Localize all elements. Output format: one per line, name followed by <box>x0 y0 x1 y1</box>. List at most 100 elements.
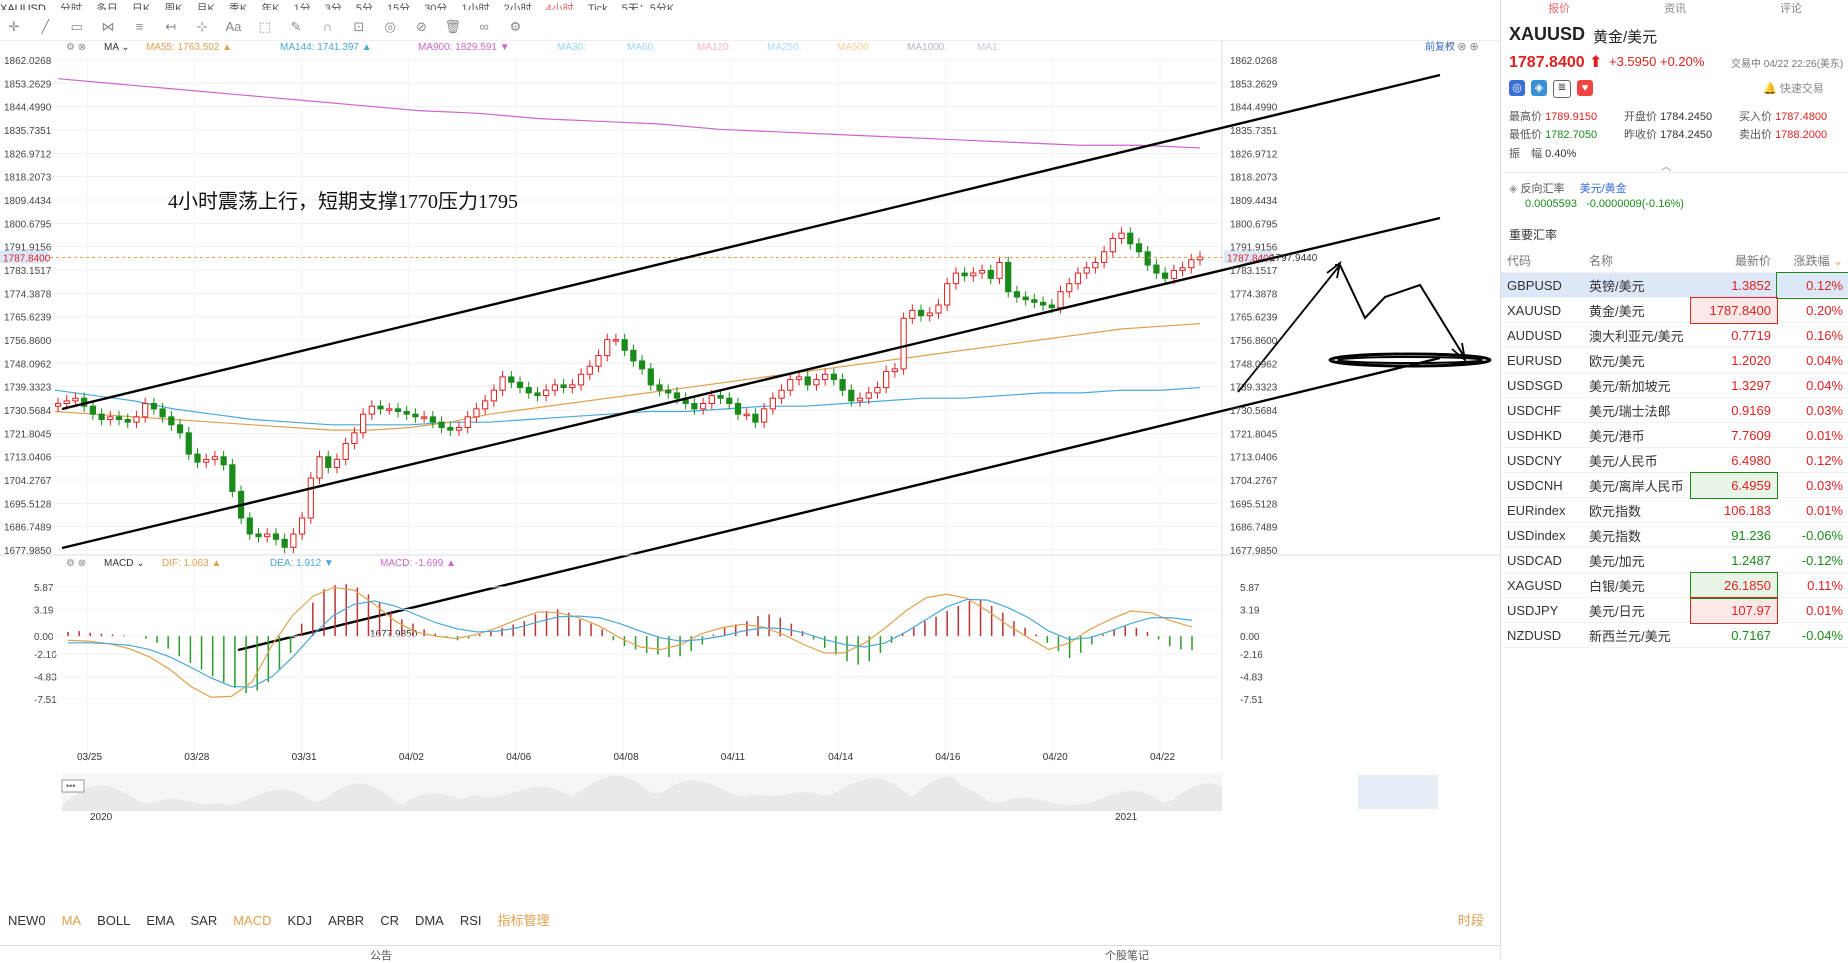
period-5[interactable]: 季K <box>228 3 248 10</box>
indicator-指标管理[interactable]: 指标管理 <box>497 913 550 928</box>
magnet-icon[interactable]: ∩ <box>322 19 333 34</box>
rate-row[interactable]: USDCAD 美元/加元 1.2487 -0.12% <box>1501 547 1848 573</box>
quick-trade[interactable]: 🔔 快速交易 <box>1763 83 1824 95</box>
period-15[interactable]: Tick <box>587 3 608 10</box>
indicator-sar[interactable]: SAR <box>190 913 218 928</box>
candle-body <box>743 413 750 417</box>
indicator-ma[interactable]: MA <box>61 913 82 928</box>
rate-row[interactable]: USDJPY 美元/日元 107.97 0.01% <box>1501 596 1848 624</box>
period-14[interactable]: 4小时 <box>545 3 574 10</box>
candle-body <box>482 400 489 410</box>
candle-body <box>1135 243 1143 253</box>
indicator-dma[interactable]: DMA <box>414 913 444 928</box>
indicator-new0[interactable]: NEW0 <box>8 913 46 928</box>
indicator-arbr[interactable]: ARBR <box>328 913 365 928</box>
rate-row[interactable]: USDCHF 美元/瑞士法郎 0.9169 0.03% <box>1501 397 1848 423</box>
crosshair-icon[interactable]: ✛ <box>8 19 20 34</box>
fork-icon[interactable]: ⋈ <box>101 19 115 34</box>
tab-quote[interactable]: 报价 <box>1548 3 1570 15</box>
rate-row[interactable]: XAGUSD 白银/美元 26.1850 0.11% <box>1501 571 1848 599</box>
tab-comments[interactable]: 评论 <box>1780 3 1802 15</box>
arrow-icon[interactable]: ↤ <box>165 19 177 34</box>
link-icon[interactable]: ∞ <box>479 19 489 34</box>
rate-row[interactable]: EURUSD 欧元/美元 1.2020 0.04% <box>1501 347 1848 373</box>
candle-body <box>211 456 219 460</box>
period-13[interactable]: 2小时 <box>503 3 532 10</box>
rate-row[interactable]: USDSGD 美元/新加坡元 1.3297 0.04% <box>1501 372 1848 398</box>
period-2[interactable]: 日K <box>131 3 151 10</box>
indicator-ema[interactable]: EMA <box>146 913 175 928</box>
indicator-rsi[interactable]: RSI <box>459 913 482 928</box>
settings-icon[interactable]: ⚙ <box>509 19 522 34</box>
period-9[interactable]: 5分 <box>355 3 373 10</box>
period-1[interactable]: 多日 <box>95 3 118 10</box>
macd-tick-right: 3.19 <box>1240 605 1260 616</box>
y-tick-left: 1826.9712 <box>4 149 52 160</box>
rate-pct: -0.06% <box>1776 522 1848 548</box>
candle-body <box>848 389 855 402</box>
rate-row[interactable]: NZDUSD 新西兰元/美元 0.7167 -0.04% <box>1501 622 1848 648</box>
ma144-legend: MA144: 1741.397 ▲ <box>280 42 372 53</box>
col-pct[interactable]: 涨跌幅 ⌄ <box>1776 248 1848 273</box>
fib-icon[interactable]: ≡ <box>135 19 144 34</box>
globe-icon[interactable]: ◎ <box>1509 80 1525 96</box>
collapse-icon[interactable]: ︿ <box>1661 162 1671 173</box>
candle-body <box>63 400 70 405</box>
tab-news[interactable]: 资讯 <box>1664 3 1686 15</box>
period-6[interactable]: 年K <box>261 3 280 10</box>
indicator-boll[interactable]: BOLL <box>97 913 131 928</box>
period-16[interactable]: 5天：5分K <box>621 3 675 10</box>
rate-row[interactable]: USDCNH 美元/离岸人民币 6.4959 0.03% <box>1501 471 1848 499</box>
trash-icon[interactable]: 🗑 <box>444 19 462 34</box>
pen-icon[interactable]: ✎ <box>290 19 302 34</box>
period-4[interactable]: 月K <box>196 3 215 10</box>
price-tag-left-bg <box>0 250 48 264</box>
rate-row[interactable]: USDCNY 美元/人民币 6.4980 0.12% <box>1501 447 1848 473</box>
announcement-tab[interactable]: 公告 <box>370 950 392 962</box>
notes-tab[interactable]: 个股笔记 <box>1105 950 1149 962</box>
ma900-line <box>57 78 1201 149</box>
dif-legend: DIF: 1.063 ▲ <box>162 558 221 569</box>
macd-tick-right: -4.83 <box>1240 673 1263 684</box>
y-tick-right: 1774.3878 <box>1230 289 1278 300</box>
period-toggle[interactable]: 时段 <box>1457 913 1484 928</box>
indicator-kdj[interactable]: KDJ <box>287 913 313 928</box>
support-ellipse-inner <box>1337 356 1483 364</box>
rate-row[interactable]: GBPUSD 英镑/美元 1.3852 0.12% <box>1501 271 1848 299</box>
macd-tick-left: 5.87 <box>34 583 54 594</box>
period-10[interactable]: 15分 <box>386 3 411 10</box>
hide-icon[interactable]: ⊘ <box>416 19 427 34</box>
indicator-macd[interactable]: MACD <box>233 913 272 928</box>
candle-body <box>342 442 349 460</box>
period-11[interactable]: 30分 <box>424 3 448 10</box>
tag-icon[interactable]: ◈ <box>1531 80 1547 96</box>
indicator-cr[interactable]: CR <box>380 913 399 928</box>
col-price[interactable]: 最新价 <box>1690 248 1777 273</box>
heart-icon[interactable]: ♥ <box>1577 80 1593 96</box>
measure-icon[interactable]: ⊹ <box>196 19 208 34</box>
rate-row[interactable]: AUDUSD 澳大利亚元/美元 0.7719 0.16% <box>1501 322 1848 348</box>
rate-row[interactable]: USDHKD 美元/港币 7.7609 0.01% <box>1501 422 1848 448</box>
text-icon[interactable]: Aa <box>225 19 242 34</box>
macd-value-legend: MACD: -1.699 ▲ <box>380 558 456 569</box>
lock-icon[interactable]: ⊡ <box>353 19 365 34</box>
note-icon[interactable]: ≣ <box>1553 80 1571 98</box>
period-7[interactable]: 1分 <box>293 3 311 10</box>
marker-icon[interactable]: ⬚ <box>258 19 271 34</box>
period-3[interactable]: 周K <box>164 3 183 10</box>
rate-row[interactable]: EURindex 欧元指数 106.183 0.01% <box>1501 497 1848 523</box>
rate-price: 107.97 <box>1689 596 1778 624</box>
candle-body <box>508 376 515 383</box>
period-0[interactable]: 分时 <box>59 3 82 10</box>
rate-row[interactable]: XAUUSD 黄金/美元 1787.8400 0.20% <box>1501 296 1848 324</box>
candle-body <box>203 458 210 463</box>
rate-row[interactable]: USDindex 美元指数 91.236 -0.06% <box>1501 522 1848 548</box>
candle-body <box>168 416 175 426</box>
eye-icon[interactable]: ◎ <box>384 19 396 34</box>
trendline-icon[interactable]: ╱ <box>41 19 50 34</box>
period-12[interactable]: 1小时 <box>461 3 490 10</box>
period-8[interactable]: 3分 <box>324 3 342 10</box>
stat-label: 昨收价 <box>1624 129 1661 141</box>
rect-icon[interactable]: ▭ <box>70 19 83 34</box>
